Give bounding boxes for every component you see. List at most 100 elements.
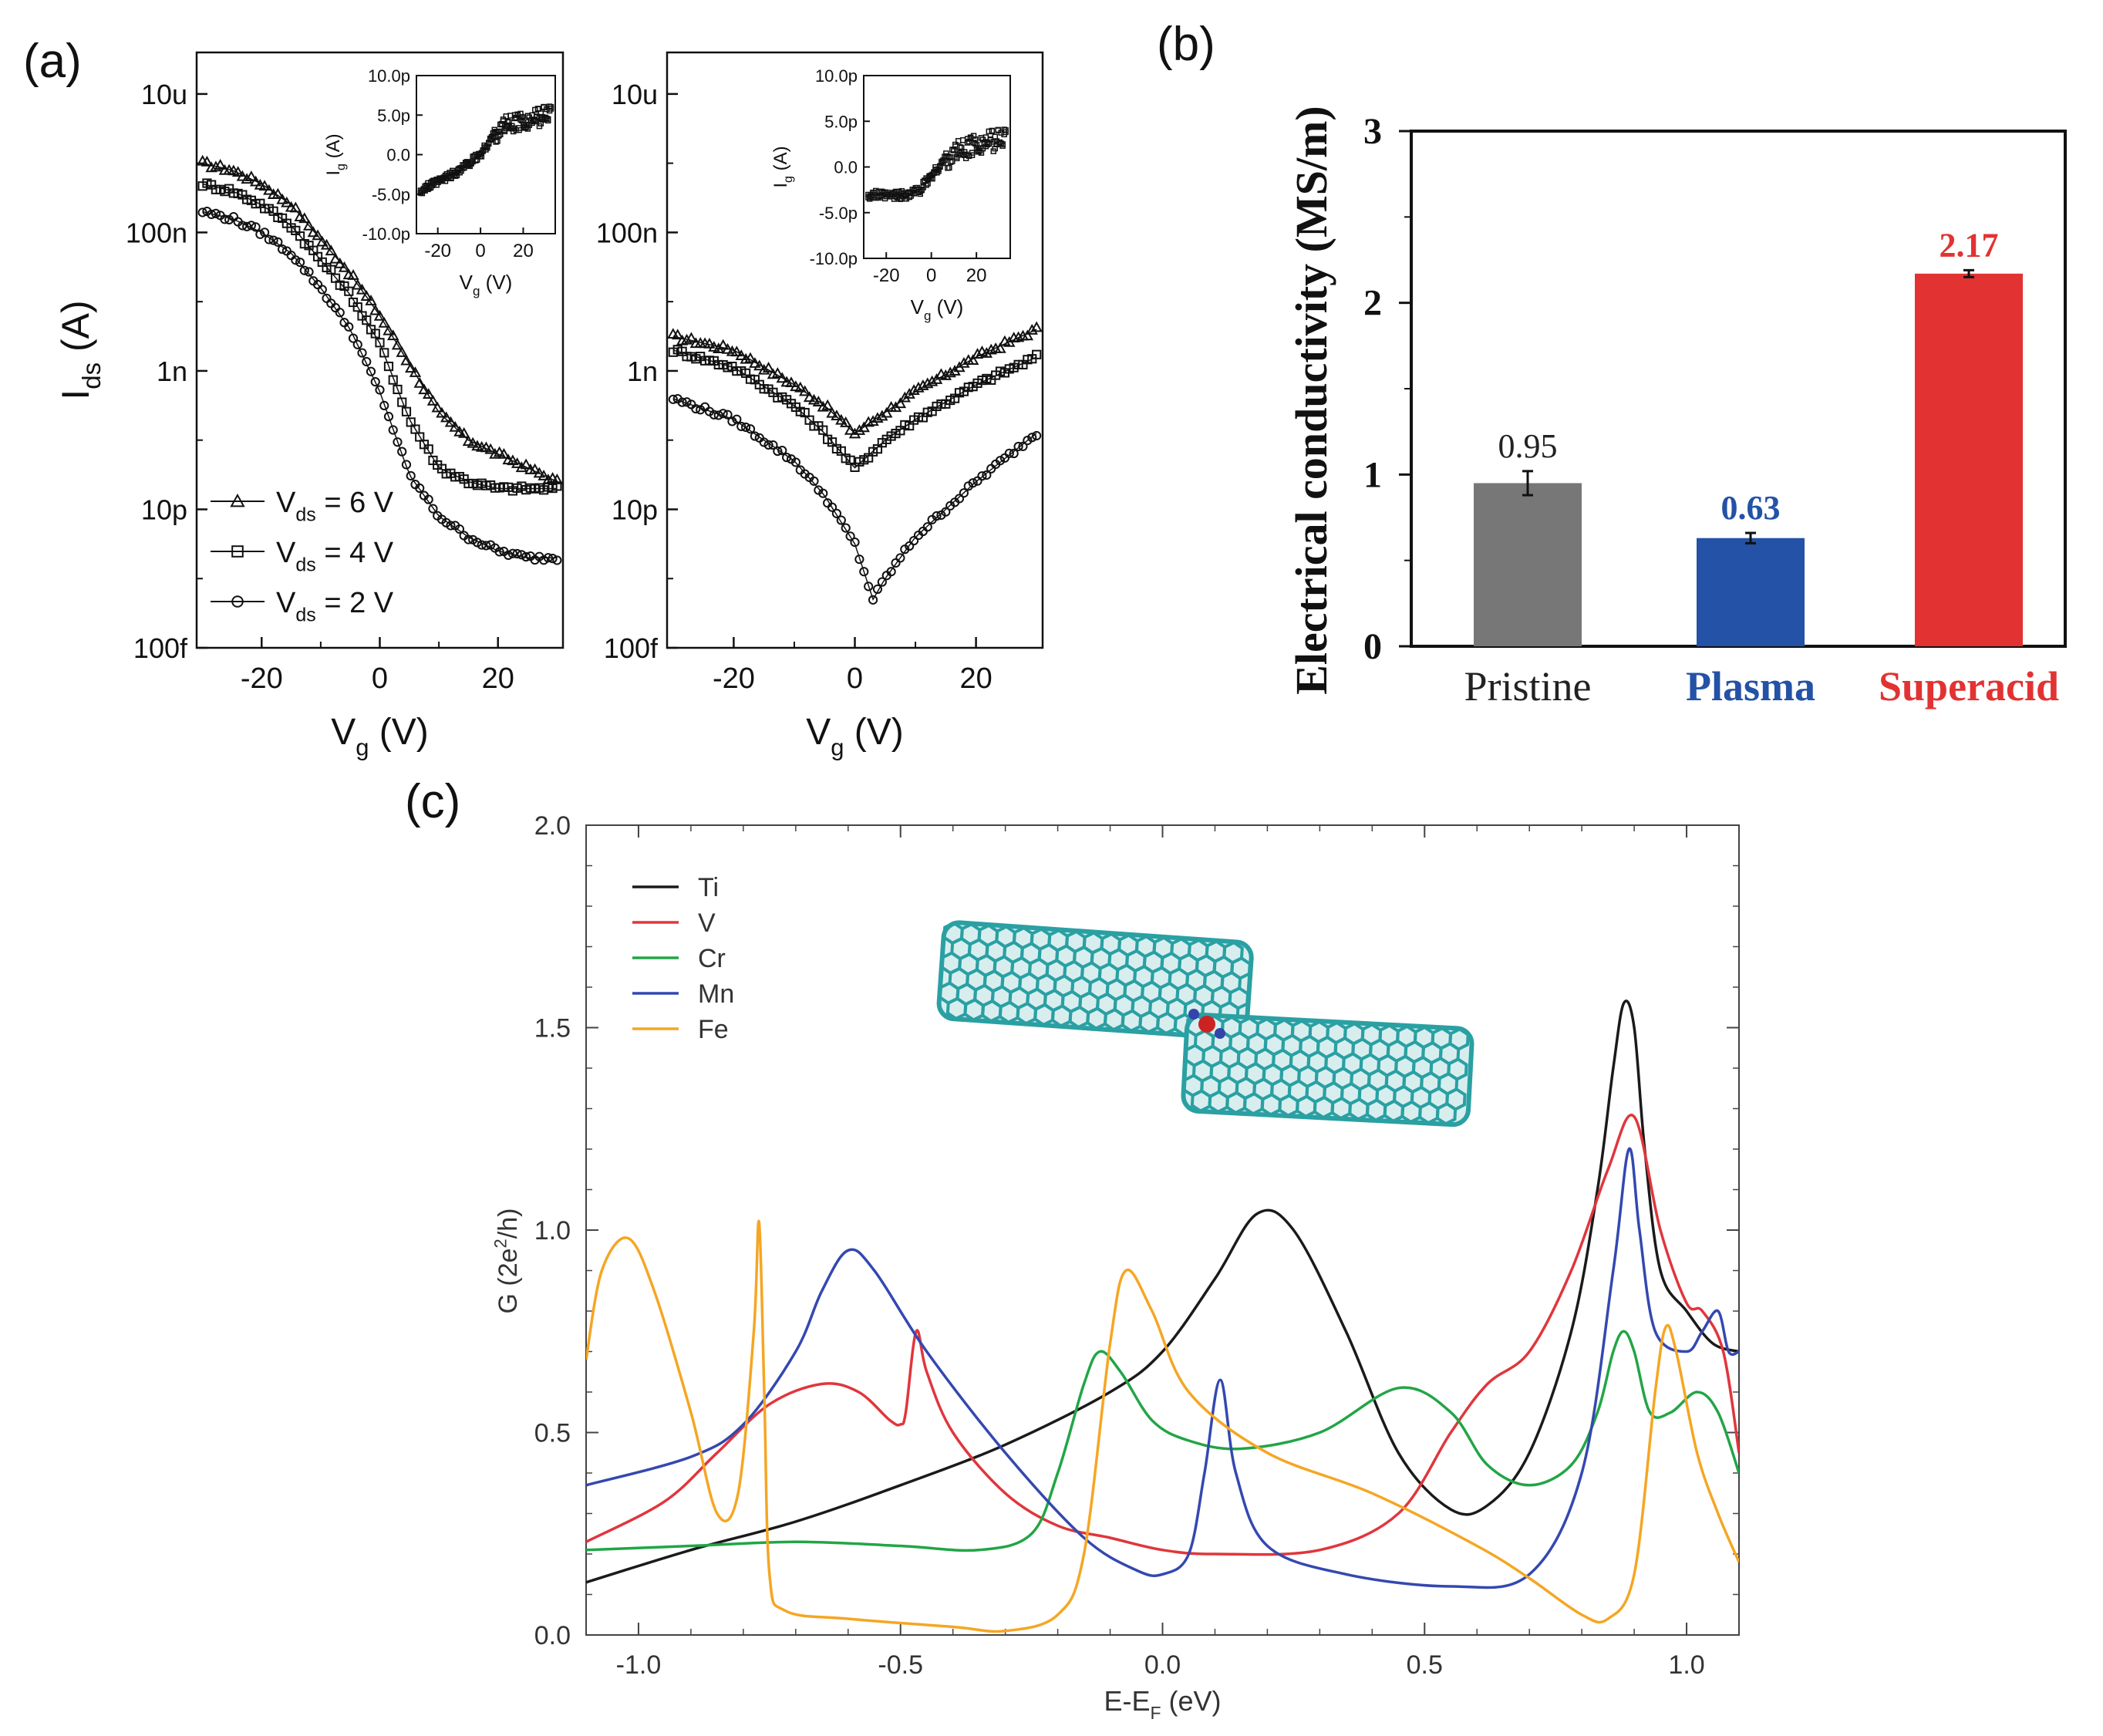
- inset-data-point: [510, 128, 517, 135]
- data-point: [723, 410, 733, 420]
- data-point: [242, 221, 252, 231]
- data-point: [317, 285, 327, 295]
- data-point: [776, 372, 788, 383]
- inset-data-point: [969, 152, 976, 158]
- data-point: [348, 333, 359, 343]
- inset-x-axis-label: Vg (V): [911, 295, 964, 323]
- data-point: [812, 396, 825, 406]
- inset-x-axis-label: Vg (V): [460, 271, 513, 298]
- data-point: [494, 547, 504, 557]
- data-point: [886, 567, 896, 577]
- data-point: [709, 410, 719, 420]
- data-point: [249, 175, 262, 187]
- inset-data-point: [964, 140, 971, 146]
- y-tick-label: 1.5: [534, 1014, 571, 1043]
- panel-label-a: (a): [23, 35, 82, 88]
- data-point: [543, 553, 553, 563]
- data-point: [325, 244, 337, 256]
- data-point: [730, 346, 743, 357]
- data-point: [968, 478, 978, 488]
- inset-data-point: [939, 158, 945, 165]
- data-point: [817, 400, 829, 412]
- data-point: [803, 391, 816, 403]
- data-point: [836, 515, 846, 525]
- data-point: [977, 471, 987, 481]
- data-point: [818, 425, 828, 435]
- data-point: [944, 366, 956, 378]
- inset-data-point: [1003, 127, 1009, 133]
- x-axis-label: E-EF (eV): [1104, 1685, 1221, 1723]
- inset-data-point: [989, 127, 996, 134]
- data-point: [1030, 321, 1043, 332]
- inset-data-point: [898, 187, 905, 194]
- x-tick-label: 1.0: [1668, 1650, 1704, 1680]
- data-point: [732, 414, 742, 424]
- inset-data-point: [497, 131, 504, 138]
- inset-y-label-group: Ig (A): [770, 146, 795, 187]
- data-point: [539, 555, 549, 565]
- data-point: [338, 261, 351, 272]
- inset-data-point: [970, 133, 977, 139]
- data-point: [872, 584, 883, 595]
- data-point: [932, 511, 942, 521]
- data-point: [387, 329, 399, 341]
- inset-y-tick-label: -10.0p: [810, 249, 858, 268]
- legend-label: Vds = 2 V: [276, 587, 394, 625]
- inset-data-point: [925, 180, 931, 187]
- data-point: [334, 257, 346, 268]
- data-point: [440, 411, 453, 423]
- y-axis-label: G (2e2/h): [490, 1208, 523, 1314]
- data-point: [231, 166, 244, 177]
- y-tick-label: 2: [1363, 283, 1382, 324]
- nitrogen-atom: [1215, 1028, 1225, 1039]
- data-point: [276, 193, 288, 204]
- data-point: [750, 431, 760, 441]
- inset-data-point: [538, 110, 544, 116]
- data-point: [245, 170, 258, 181]
- data-point: [538, 470, 550, 480]
- data-point: [264, 234, 274, 244]
- series-square: [197, 178, 562, 496]
- series-line-fe: [586, 1219, 1739, 1633]
- data-point: [220, 214, 230, 224]
- data-point: [329, 252, 342, 264]
- data-point: [807, 393, 821, 405]
- data-point: [388, 375, 398, 385]
- data-point: [375, 385, 385, 395]
- data-point: [790, 457, 801, 467]
- inset-data-point: [958, 144, 965, 151]
- y-tick-label: 3: [1363, 111, 1382, 152]
- data-point: [736, 421, 746, 432]
- legend-label-ti: Ti: [698, 873, 719, 902]
- inset-x-tick-label: 0: [475, 241, 485, 261]
- chart-c: 0.0 0.5 1.0 1.5 2.0 -1.0 -0.5 0.0 0.5 1.0 E-EF (eV…: [490, 811, 1740, 1723]
- data-point: [551, 474, 564, 484]
- data-point: [548, 554, 558, 564]
- data-point: [891, 558, 901, 568]
- data-point: [512, 548, 522, 559]
- data-point: [941, 507, 951, 517]
- y-tick-label: 0.0: [534, 1621, 571, 1650]
- data-point: [401, 460, 412, 470]
- data-point: [423, 388, 435, 399]
- data-point: [201, 155, 214, 167]
- data-point: [436, 406, 448, 418]
- inset-y-tick-label: 5.0p: [824, 112, 858, 131]
- data-point: [423, 494, 433, 504]
- data-point: [454, 524, 465, 534]
- data-point: [268, 235, 278, 245]
- x-tick-label: 0: [847, 662, 863, 695]
- data-point: [289, 201, 302, 213]
- data-point: [405, 362, 417, 373]
- data-point: [682, 397, 692, 407]
- data-point: [680, 333, 693, 345]
- y-tick-label: 0.5: [534, 1419, 571, 1448]
- data-point: [741, 422, 751, 433]
- data-point: [360, 290, 372, 301]
- data-point: [821, 399, 834, 410]
- inset-x-tick-label: -20: [873, 265, 900, 286]
- bar-value-label: 0.63: [1721, 489, 1781, 527]
- inset-data-point: [493, 139, 499, 145]
